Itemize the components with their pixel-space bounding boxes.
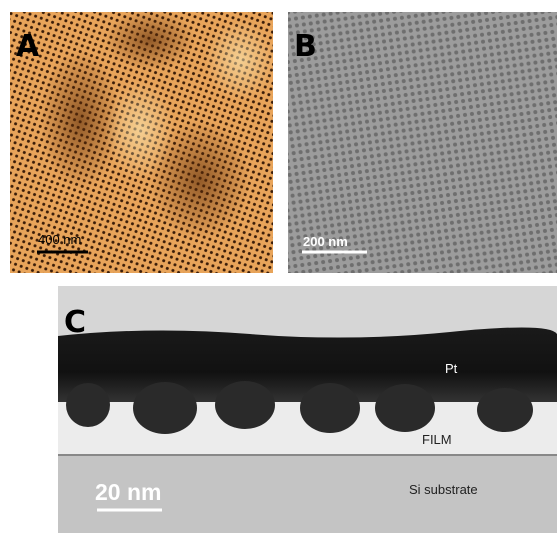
panel-label: C [64,305,86,340]
texture [105,80,175,180]
scale-bar-label: 400 nm [38,232,81,247]
texture [105,10,195,70]
texture [205,20,275,100]
panel-b: B 200 nm [288,12,557,273]
pt-layer [58,327,557,402]
scale-bar-label: 200 nm [303,234,348,249]
layer-label: Si substrate [409,482,478,497]
panel-c: C Pt FILM Si substrate 20 nm [58,286,557,533]
scale-bar-label: 20 nm [95,479,161,505]
figure: A 400 nm B 200 nm C Pt FILM Si substrate… [0,0,557,533]
panel-label: B [294,29,317,64]
panel-label: A [16,29,40,64]
panel-a: A 400 nm [10,10,275,273]
layer-label: Pt [445,361,458,376]
layer-label: FILM [422,432,452,447]
